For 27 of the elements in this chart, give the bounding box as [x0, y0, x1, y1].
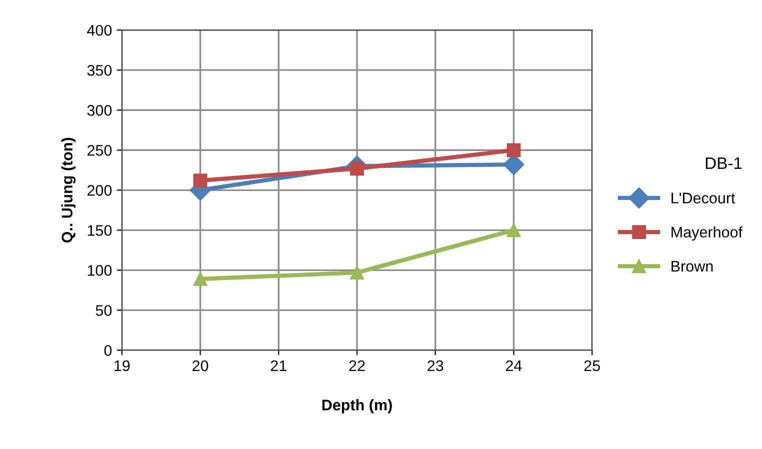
x-tick-label: 21: [270, 360, 286, 372]
x-tick-label: 22: [349, 360, 365, 372]
point: [350, 266, 364, 280]
x-tick-label: 25: [584, 360, 600, 372]
point: [193, 174, 208, 188]
legend-label: L'Decourt: [672, 192, 736, 204]
y-tick-label: 150: [88, 225, 112, 236]
point: [506, 223, 521, 238]
x-tick-label: 23: [428, 360, 444, 372]
y-tick-label: 300: [87, 104, 112, 116]
point: [193, 272, 208, 286]
legend-label: Mayerhoof: [672, 226, 743, 241]
y-tick-label: 400: [87, 24, 112, 36]
x-tick-label: 24: [506, 360, 522, 372]
y-tick-label: 100: [88, 265, 112, 276]
x-tick-label: 20: [192, 360, 208, 372]
y-tick-label: 50: [96, 305, 112, 316]
legend-label: Brown: [672, 261, 713, 272]
point: [506, 143, 521, 158]
legend-title: DB-1: [706, 157, 742, 169]
y-tick-label: 250: [87, 145, 112, 156]
y-tick-label: 200: [87, 185, 112, 196]
y-tick-label: 350: [87, 64, 112, 76]
x-tick-label: 19: [114, 360, 130, 372]
y-axis-title: Q.. Ujung (ton): [61, 138, 76, 243]
y-tick-label: 0: [104, 345, 112, 356]
x-axis-title: Depth (m): [322, 399, 392, 414]
